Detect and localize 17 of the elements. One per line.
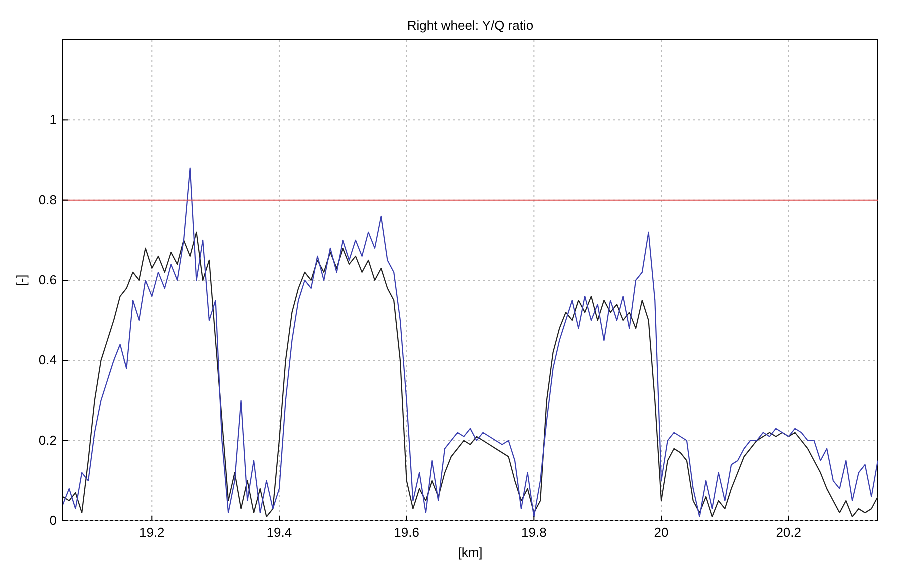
y-tick-label: 0.2 <box>38 432 57 448</box>
x-axis-title: [km] <box>458 545 483 560</box>
chart-title: Right wheel: Y/Q ratio <box>407 18 534 33</box>
y-tick-label: 0.6 <box>38 272 57 288</box>
line-series <box>63 232 878 518</box>
x-tick-label: 19.6 <box>394 525 420 540</box>
y-tick-label: 0.8 <box>38 192 57 208</box>
x-tick-label: 20.2 <box>776 525 802 540</box>
y-axis-title: [-] <box>14 274 29 286</box>
y-tick-label: 0 <box>50 513 57 528</box>
line-series <box>63 168 878 518</box>
y-tick-label: 0.4 <box>38 352 57 368</box>
x-tick-label: 19.8 <box>522 525 547 540</box>
y-tick-label: 1 <box>50 112 57 128</box>
x-tick-label: 19.2 <box>139 525 165 540</box>
x-tick-label: 19.4 <box>266 525 292 540</box>
x-tick-label: 20 <box>654 525 669 540</box>
